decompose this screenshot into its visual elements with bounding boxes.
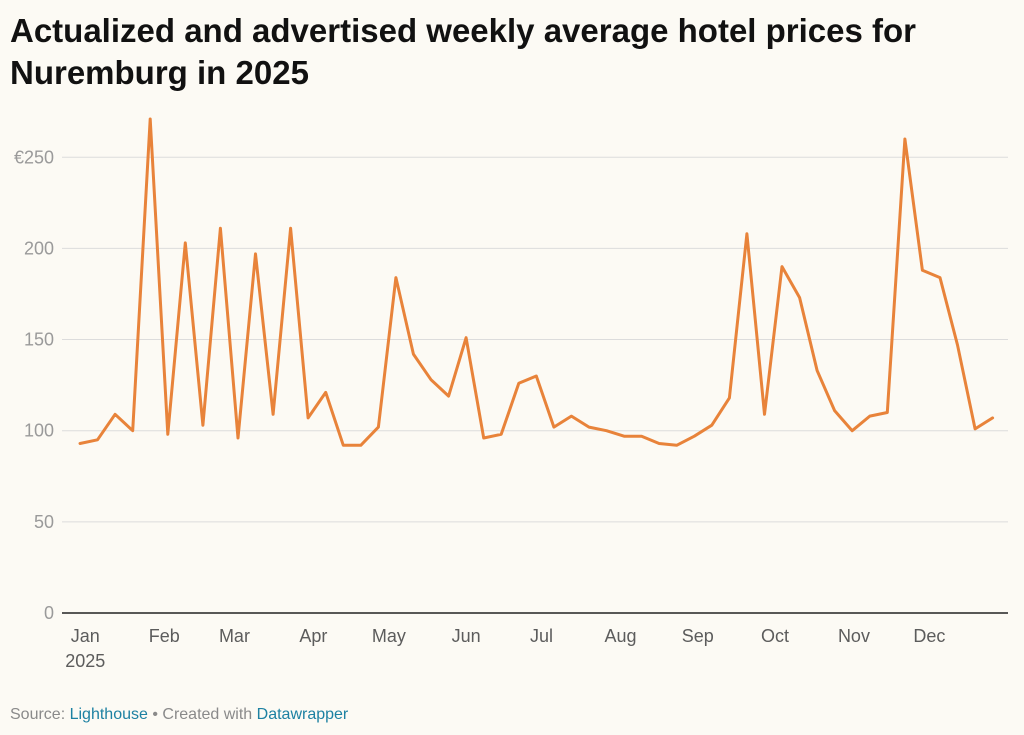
source-prefix: Source: xyxy=(10,706,70,723)
x-tick-label-jan: Jan xyxy=(71,626,100,646)
footer-separator: • Created with xyxy=(147,706,257,723)
x-tick-label-dec: Dec xyxy=(913,626,945,646)
chart-title: Actualized and advertised weekly average… xyxy=(10,12,917,91)
y-tick-label-50: 50 xyxy=(34,512,54,532)
y-tick-label-0: 0 xyxy=(44,603,54,623)
x-tick-label-sep: Sep xyxy=(682,626,714,646)
x-axis-ticks: Jan 2025 Feb Mar Apr May Jun Jul Aug Sep Oct Nov Dec xyxy=(65,626,945,671)
source-link[interactable]: Lighthouse xyxy=(69,706,148,723)
y-axis-ticks: €250 200 150 100 50 0 xyxy=(14,147,54,623)
x-tick-label-jun: Jun xyxy=(452,626,481,646)
y-tick-label-200: 200 xyxy=(24,238,54,258)
series-line-0 xyxy=(78,117,995,447)
x-tick-label-jul: Jul xyxy=(530,626,553,646)
x-tick-label-nov: Nov xyxy=(838,626,870,646)
x-tick-label-feb: Feb xyxy=(149,626,180,646)
y-tick-label-150: 150 xyxy=(24,330,54,350)
chart-footer: Source: Lighthouse • Created with Datawr… xyxy=(10,706,348,724)
datawrapper-link[interactable]: Datawrapper xyxy=(256,706,349,723)
series-group xyxy=(78,117,995,447)
x-tick-label-mar: Mar xyxy=(219,626,250,646)
x-tick-label-oct: Oct xyxy=(761,626,789,646)
x-tick-sublabel-year: 2025 xyxy=(65,651,105,671)
x-tick-label-may: May xyxy=(372,626,406,646)
y-tick-label-100: 100 xyxy=(24,421,54,441)
gridlines xyxy=(62,156,1008,523)
x-tick-label-apr: Apr xyxy=(299,626,327,646)
y-tick-label-250: €250 xyxy=(14,147,54,167)
x-tick-label-aug: Aug xyxy=(605,626,637,646)
